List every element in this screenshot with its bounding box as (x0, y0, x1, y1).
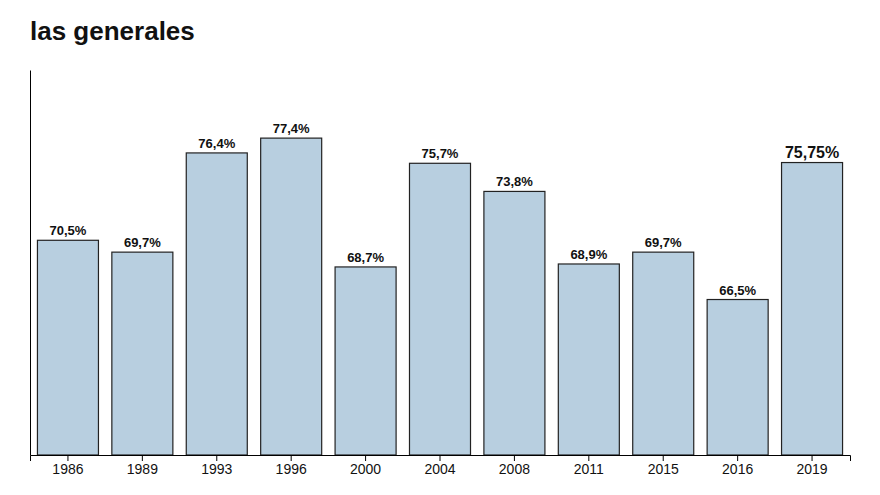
chart-container: las generales 70,5% 69,7% 76,4% 77,4% 68,7% 75… (0, 0, 880, 495)
x-tick-label: 2011 (574, 461, 604, 477)
bar (112, 252, 173, 455)
data-label: 66,5% (719, 283, 756, 298)
bar (335, 267, 396, 455)
bar (261, 138, 322, 455)
bar (782, 163, 843, 455)
x-tick: 2011 (574, 455, 604, 477)
x-tick-label: 2000 (350, 461, 381, 477)
bar (558, 264, 619, 455)
data-label: 76,4% (198, 136, 235, 151)
y-axis (30, 71, 31, 456)
x-tick: 1989 (127, 455, 158, 477)
bar (186, 153, 247, 455)
data-label: 70,5% (50, 223, 87, 238)
x-tick-label: 2016 (722, 461, 753, 477)
x-tick-label: 1989 (127, 461, 158, 477)
x-tick-label: 2004 (424, 461, 455, 477)
chart-title: las generales (30, 16, 195, 46)
x-tick-label: 1996 (276, 461, 307, 477)
data-label: 68,9% (570, 247, 607, 262)
x-tick: 2004 (424, 455, 455, 477)
bar (633, 252, 694, 455)
x-tick: 2016 (722, 455, 753, 477)
x-tick-label: 2015 (648, 461, 679, 477)
y-axis-line (30, 71, 31, 456)
data-label: 75,75% (785, 144, 839, 161)
bar (409, 163, 470, 455)
data-label: 75,7% (422, 146, 459, 161)
x-tick: 2000 (350, 455, 381, 477)
x-tick: 1993 (201, 455, 232, 477)
data-label: 69,7% (124, 235, 161, 250)
bar (37, 240, 98, 455)
bar (707, 300, 768, 455)
x-tick-label: 1993 (201, 461, 232, 477)
data-label: 69,7% (645, 235, 682, 250)
data-label: 77,4% (273, 121, 310, 136)
bars (37, 138, 842, 455)
data-labels: 70,5% 69,7% 76,4% 77,4% 68,7% 75,7% 73,8% 68,9%… (50, 121, 840, 297)
x-axis: 1986 1989 1993 1996 2000 2004 2008 2011 2015 2016… (31, 455, 851, 477)
bar (484, 191, 545, 455)
x-tick: 2019 (796, 455, 827, 477)
x-tick-label: 1986 (52, 461, 83, 477)
x-tick: 2008 (499, 455, 530, 477)
x-tick: 1986 (52, 455, 83, 477)
x-tick-label: 2019 (796, 461, 827, 477)
data-label: 73,8% (496, 174, 533, 189)
x-tick: 1996 (276, 455, 307, 477)
x-tick: 2015 (648, 455, 679, 477)
x-tick-label: 2008 (499, 461, 530, 477)
chart-svg: las generales 70,5% 69,7% 76,4% 77,4% 68,7% 75… (0, 0, 880, 495)
data-label: 68,7% (347, 250, 384, 265)
plot-area: 70,5% 69,7% 76,4% 77,4% 68,7% 75,7% 73,8% 68,9%… (31, 71, 851, 477)
